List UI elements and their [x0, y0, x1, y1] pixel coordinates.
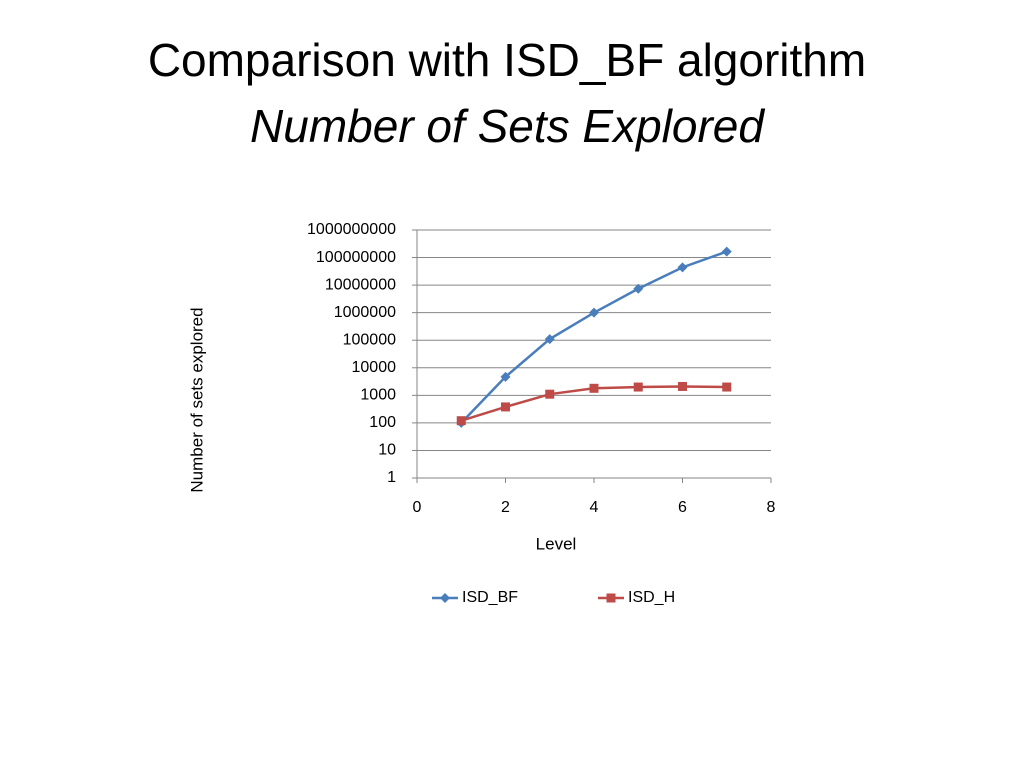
y-tick-label: 1000000000	[307, 221, 396, 238]
data-point	[456, 416, 466, 426]
chart-title: Comparison with ISD_BF algorithm	[148, 34, 866, 86]
data-point	[721, 246, 732, 257]
data-point	[633, 283, 644, 294]
data-point	[678, 381, 687, 391]
legend-marker	[606, 593, 616, 603]
y-tick-label: 100000000	[316, 249, 396, 266]
x-tick-label: 0	[413, 499, 422, 516]
y-tick-label: 10000000	[325, 276, 396, 293]
y-tick-label: 1000000	[334, 304, 396, 321]
data-point	[501, 402, 510, 412]
x-tick-label: 2	[501, 499, 510, 516]
data-point	[589, 383, 599, 393]
y-tick-label: 1000	[360, 387, 396, 404]
legend-label: ISD_H	[628, 589, 675, 606]
y-tick-label: 10	[378, 442, 396, 459]
legend-marker	[440, 593, 450, 603]
chart-subtitle: Number of Sets Explored	[250, 100, 765, 152]
y-tick-label: 100	[369, 414, 396, 431]
x-axis-label: Level	[536, 534, 577, 553]
data-point	[500, 371, 511, 382]
y-axis-label: Number of sets explored	[187, 307, 206, 492]
y-tick-label: 100000	[343, 331, 396, 348]
y-tick-label: 10000	[352, 359, 397, 376]
data-point	[545, 389, 555, 399]
data-point	[633, 382, 643, 392]
y-tick-label: 1	[387, 469, 396, 486]
data-point	[544, 334, 555, 345]
legend-label: ISD_BF	[462, 589, 518, 606]
data-point	[589, 307, 599, 318]
x-tick-label: 8	[767, 499, 776, 516]
x-tick-label: 6	[678, 499, 687, 516]
data-point	[722, 382, 732, 392]
x-tick-label: 4	[590, 499, 599, 516]
data-point	[677, 262, 688, 273]
series-line	[460, 250, 728, 424]
